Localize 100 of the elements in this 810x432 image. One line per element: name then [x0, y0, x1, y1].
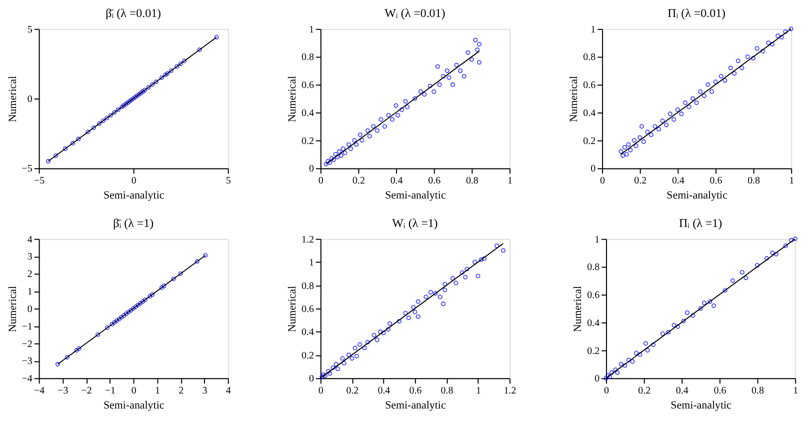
- point: [744, 276, 748, 280]
- point: [624, 152, 629, 157]
- point: [159, 75, 164, 80]
- point: [367, 134, 372, 138]
- point: [386, 112, 391, 118]
- point: [722, 288, 728, 293]
- y-tick-label: 0.8: [587, 262, 600, 274]
- x-tick-label: −4: [34, 386, 45, 397]
- y-tick-label: −2: [22, 338, 32, 350]
- point: [740, 270, 744, 275]
- point: [463, 274, 468, 280]
- x-tick-label: 0: [318, 386, 324, 397]
- x-tick-label: −1: [104, 386, 116, 397]
- point: [150, 82, 155, 87]
- point: [626, 358, 632, 362]
- y-tick-label: 0.6: [302, 80, 314, 92]
- point: [140, 89, 146, 94]
- point: [418, 89, 423, 94]
- point: [96, 332, 100, 337]
- point: [776, 34, 780, 38]
- point: [168, 68, 174, 73]
- point: [122, 103, 126, 108]
- x-axis-title: Semi-analytic: [385, 400, 446, 412]
- point: [337, 149, 342, 154]
- x-tick-label: 3: [202, 386, 208, 397]
- point: [62, 146, 68, 152]
- y-tick-label: 1: [308, 258, 314, 269]
- point: [638, 352, 642, 357]
- point: [127, 99, 132, 104]
- point: [131, 306, 136, 311]
- point: [466, 50, 470, 55]
- point: [112, 320, 117, 325]
- x-tick-label: 1: [154, 386, 160, 397]
- point: [331, 158, 336, 162]
- point: [458, 68, 463, 73]
- point: [128, 308, 134, 313]
- point: [788, 238, 794, 243]
- x-tick-label: 0.2: [346, 386, 359, 397]
- point: [119, 314, 124, 320]
- point: [652, 124, 658, 129]
- point: [679, 112, 684, 116]
- y-tick-label: 0.2: [583, 136, 596, 147]
- point: [672, 117, 676, 122]
- point: [194, 259, 200, 264]
- point: [702, 300, 707, 306]
- y-tick-label: 0: [27, 304, 32, 315]
- y-tick-label: −1: [22, 321, 32, 332]
- point: [328, 160, 332, 165]
- y-tick-label: 0.2: [302, 136, 314, 147]
- point: [396, 112, 400, 118]
- point: [442, 282, 448, 286]
- y-tick-label: 0.2: [302, 350, 314, 362]
- point: [686, 104, 692, 110]
- point: [740, 66, 744, 70]
- point: [412, 96, 418, 101]
- point: [622, 144, 628, 150]
- point: [422, 92, 427, 97]
- point: [122, 313, 126, 318]
- point: [632, 138, 636, 143]
- point: [750, 56, 756, 60]
- x-tick-label: 0: [604, 386, 610, 397]
- chart-title: Πᵢ (λ =0.01): [668, 6, 726, 20]
- x-tick-label: 0.6: [710, 176, 722, 187]
- point: [342, 150, 348, 156]
- point: [698, 306, 703, 311]
- y-axis-title: Numerical: [286, 286, 299, 332]
- point: [766, 40, 771, 46]
- point: [352, 138, 357, 143]
- point: [722, 78, 728, 83]
- y-tick-label: 0: [594, 374, 600, 385]
- point: [116, 107, 121, 112]
- point: [681, 318, 686, 324]
- point: [462, 74, 466, 79]
- point: [381, 330, 386, 336]
- point: [374, 128, 380, 133]
- point: [609, 370, 614, 375]
- point: [138, 90, 144, 96]
- point: [494, 244, 500, 248]
- point: [372, 332, 376, 338]
- point: [476, 60, 482, 65]
- y-tick-label: 1: [27, 286, 32, 298]
- point: [104, 116, 110, 120]
- point: [464, 266, 470, 272]
- point: [129, 98, 134, 102]
- point: [690, 313, 696, 318]
- point: [64, 354, 70, 360]
- point: [713, 80, 718, 84]
- point: [330, 365, 336, 370]
- point: [668, 112, 672, 116]
- x-tick-label: 0.8: [440, 386, 454, 397]
- point: [639, 124, 644, 129]
- point: [672, 322, 676, 328]
- point: [650, 342, 656, 348]
- y-tick-label: −4: [22, 374, 32, 385]
- y-tick-label: 0.8: [302, 280, 314, 292]
- x-tick-label: 5: [226, 176, 231, 187]
- point: [326, 158, 330, 164]
- x-tick-label: 4: [226, 386, 231, 397]
- point: [350, 356, 354, 361]
- y-tick-label: 0: [27, 94, 32, 106]
